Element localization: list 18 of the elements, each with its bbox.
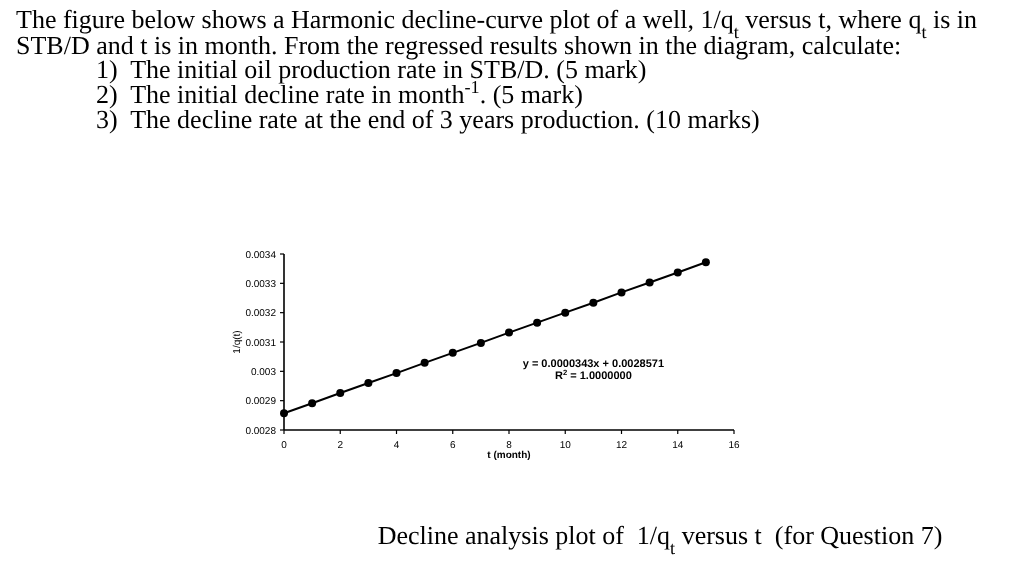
point [533,318,542,327]
point [476,338,485,347]
point [420,358,429,367]
point [392,369,401,378]
point [336,389,345,398]
point [701,258,710,267]
point [505,328,513,337]
text: Decline analysis plot of 1/q$_{t}$ versus t (for Question 7) [377,520,943,558]
point [673,268,682,277]
point [364,379,373,388]
chart-title: The figure below shows a Harmonic decline-curve plot of a well, 1/q$_{t}$ versus t, where q$_{t}$ is in STB/D and t is in month. From the regressed results shown in the diagram, calculate: [16,4,978,60]
point [589,298,598,307]
point [308,399,317,408]
point [617,288,626,297]
point [645,278,654,287]
point [561,308,570,317]
point [448,348,457,357]
point [280,409,288,418]
